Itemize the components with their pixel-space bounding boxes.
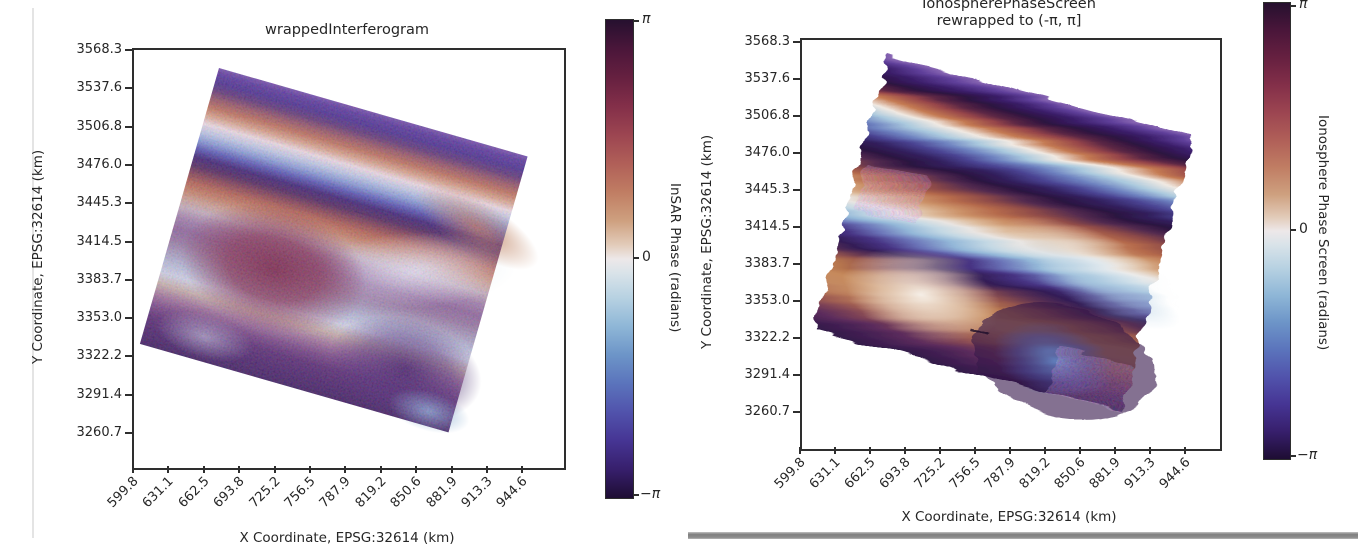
- y-tick: [793, 411, 800, 413]
- y-tick: [125, 394, 132, 396]
- x-tick: [132, 466, 134, 473]
- y-tick-label: 3322.2: [744, 330, 791, 345]
- x-tick: [167, 466, 169, 473]
- y-tick: [793, 300, 800, 302]
- y-tick-label: 3383.7: [744, 256, 791, 271]
- right-axes-box: [800, 38, 1222, 451]
- x-tick: [203, 466, 205, 473]
- left-plot-title: wrappedInterferogram: [265, 22, 429, 38]
- x-tick: [521, 466, 523, 473]
- colorbar-tick: [1290, 5, 1296, 7]
- colorbar-tick: [1290, 455, 1296, 457]
- x-tick: [904, 447, 906, 454]
- colorbar-tick-label: π: [1299, 0, 1308, 12]
- x-tick: [1044, 447, 1046, 454]
- x-tick: [380, 466, 382, 473]
- y-tick-label: 3476.0: [76, 157, 123, 172]
- x-tick: [238, 466, 240, 473]
- y-tick: [793, 337, 800, 339]
- y-tick: [793, 41, 800, 43]
- x-tick: [274, 466, 276, 473]
- y-tick: [125, 279, 132, 281]
- y-tick: [793, 226, 800, 228]
- y-tick: [125, 432, 132, 434]
- colorbar-tick-label: −π: [1297, 447, 1318, 463]
- right-x-axis-label: X Coordinate, EPSG:32614 (km): [901, 509, 1117, 525]
- y-tick-label: 3414.5: [76, 234, 123, 249]
- y-tick: [125, 355, 132, 357]
- right-colorbar: [1263, 2, 1291, 460]
- y-tick-label: 3260.7: [76, 425, 123, 440]
- y-tick-label: 3291.4: [76, 387, 123, 402]
- x-tick: [974, 447, 976, 454]
- x-tick: [1149, 447, 1151, 454]
- y-tick-label: 3322.2: [76, 348, 123, 363]
- cell-border-line: [32, 8, 34, 538]
- y-tick-label: 3476.0: [744, 145, 791, 160]
- y-tick-label: 3414.5: [744, 219, 791, 234]
- x-tick: [451, 466, 453, 473]
- colorbar-tick-label: 0: [642, 249, 651, 265]
- y-tick-label: 3353.0: [76, 310, 123, 325]
- x-tick: [939, 447, 941, 454]
- right-colorbar-label: Ionosphere Phase Screen (radians): [1315, 115, 1331, 351]
- y-tick: [793, 263, 800, 265]
- y-tick: [125, 202, 132, 204]
- left-x-axis-label: X Coordinate, EPSG:32614 (km): [239, 530, 455, 544]
- y-tick: [125, 317, 132, 319]
- y-tick-label: 3568.3: [744, 34, 791, 49]
- x-tick: [344, 466, 346, 473]
- y-tick-label: 3537.6: [76, 80, 123, 95]
- y-tick-label: 3445.3: [76, 195, 123, 210]
- y-tick: [793, 78, 800, 80]
- y-tick-label: 3537.6: [744, 71, 791, 86]
- left-colorbar-label: InSAR Phase (radians): [667, 183, 683, 333]
- y-tick: [125, 164, 132, 166]
- y-tick: [793, 115, 800, 117]
- y-tick-label: 3260.7: [744, 404, 791, 419]
- x-tick: [799, 447, 801, 454]
- colorbar-tick: [633, 257, 639, 259]
- y-tick: [793, 189, 800, 191]
- right-plot-title-line2: rewrapped to (-π, π]: [936, 13, 1082, 29]
- y-tick: [125, 126, 132, 128]
- x-tick: [309, 466, 311, 473]
- x-tick: [1114, 447, 1116, 454]
- colorbar-tick: [1290, 229, 1296, 231]
- right-y-axis-label: Y Coordinate, EPSG:32614 (km): [699, 134, 715, 350]
- left-axes-box: [132, 48, 566, 470]
- y-tick: [125, 241, 132, 243]
- y-tick: [125, 49, 132, 51]
- y-tick-label: 3568.3: [76, 42, 123, 57]
- y-tick: [793, 152, 800, 154]
- left-colorbar: [605, 19, 634, 499]
- right-plot-title-line1: IonospherePhaseScreen: [922, 0, 1096, 12]
- y-tick-label: 3383.7: [76, 272, 123, 287]
- y-tick: [125, 87, 132, 89]
- x-tick: [1184, 447, 1186, 454]
- right-plot-title: IonospherePhaseScreen rewrapped to (-π, …: [859, 0, 1159, 30]
- y-tick-label: 3506.8: [76, 119, 123, 134]
- x-tick: [869, 447, 871, 454]
- y-tick-label: 3291.4: [744, 367, 791, 382]
- horizontal-scrollbar[interactable]: [688, 532, 1358, 539]
- y-tick-label: 3445.3: [744, 182, 791, 197]
- x-tick: [1009, 447, 1011, 454]
- x-tick: [486, 466, 488, 473]
- y-tick-label: 3353.0: [744, 293, 791, 308]
- x-tick: [834, 447, 836, 454]
- x-tick: [1079, 447, 1081, 454]
- colorbar-tick-label: 0: [1299, 221, 1308, 237]
- left-y-axis-label: Y Coordinate, EPSG:32614 (km): [30, 149, 46, 365]
- colorbar-tick: [633, 494, 639, 496]
- x-tick: [415, 466, 417, 473]
- y-tick: [793, 374, 800, 376]
- colorbar-tick-label: π: [642, 11, 651, 27]
- colorbar-tick: [633, 20, 639, 22]
- colorbar-tick-label: −π: [640, 486, 661, 502]
- y-tick-label: 3506.8: [744, 108, 791, 123]
